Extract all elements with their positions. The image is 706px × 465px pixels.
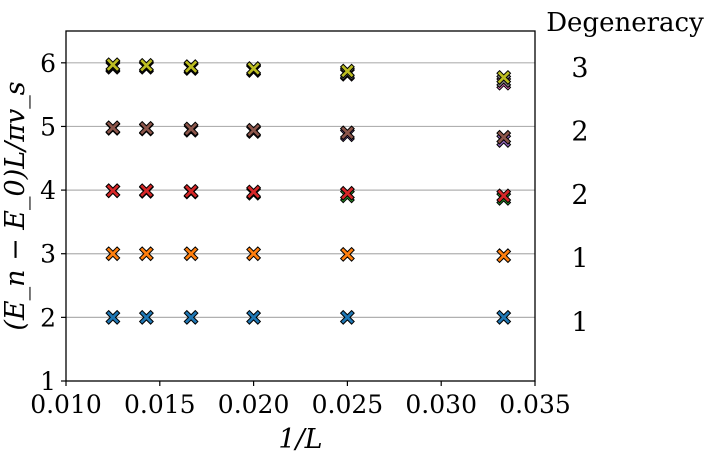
data-point-series-4 — [246, 184, 262, 200]
data-point-series-2 — [105, 246, 121, 262]
data-point-series-4 — [138, 183, 154, 199]
degeneracy-title: Degeneracy — [546, 8, 704, 38]
data-point-series-6 — [183, 121, 199, 137]
degeneracy-label: 3 — [571, 53, 588, 84]
data-point-series-4 — [496, 188, 512, 204]
data-point-series-1 — [183, 309, 199, 325]
data-point-series-4 — [339, 185, 355, 201]
degeneracy-label: 1 — [571, 307, 588, 338]
data-point-series-2 — [138, 246, 154, 262]
data-point-series-6 — [339, 125, 355, 141]
y-tick-label: 2 — [40, 303, 56, 332]
data-point-series-1 — [138, 309, 154, 325]
data-point-series-9 — [183, 59, 199, 75]
y-tick-label: 3 — [40, 240, 56, 269]
plot-frame — [65, 30, 536, 382]
data-point-series-2 — [339, 246, 355, 262]
x-tick-label: 0.030 — [405, 390, 477, 419]
x-axis-ticks: 0.010 0.015 0.020 0.025 0.030 0.035 — [30, 381, 571, 419]
y-axis-ticks: 1 2 3 4 5 6 — [40, 49, 66, 396]
data-point-series-1 — [105, 309, 121, 325]
degeneracy-label: 2 — [571, 180, 588, 211]
x-tick-label: 0.015 — [124, 390, 196, 419]
data-point-series-6 — [105, 120, 121, 136]
data-point-series-1 — [339, 309, 355, 325]
data-point-series-9 — [105, 57, 121, 73]
x-tick-label: 0.010 — [30, 390, 102, 419]
data-point-series-2 — [246, 246, 262, 262]
data-point-series-9 — [138, 57, 154, 73]
data-point-series-6 — [138, 120, 154, 136]
y-tick-label: 1 — [40, 367, 56, 396]
x-tick-label: 0.020 — [218, 390, 290, 419]
y-axis-label: (E_n − E_0)L/πv_s — [0, 81, 31, 330]
data-point-series-2 — [183, 246, 199, 262]
reference-lines — [66, 62, 535, 318]
data-point-series-6 — [246, 122, 262, 138]
x-tick-label: 0.035 — [499, 390, 571, 419]
y-tick-label: 5 — [40, 112, 56, 141]
data-markers — [105, 57, 512, 325]
data-point-series-9 — [246, 61, 262, 77]
data-point-series-9 — [496, 69, 512, 85]
data-point-series-1 — [246, 309, 262, 325]
data-point-series-1 — [496, 309, 512, 325]
data-point-series-4 — [183, 183, 199, 199]
data-point-series-2 — [496, 248, 512, 264]
x-axis-label: 1/L — [278, 424, 322, 455]
y-tick-label: 4 — [40, 176, 56, 205]
degeneracy-labels: 3 2 2 1 1 — [571, 53, 588, 339]
data-point-series-6 — [496, 129, 512, 145]
degeneracy-label: 1 — [571, 244, 588, 275]
degeneracy-label: 2 — [571, 116, 588, 147]
data-point-series-4 — [105, 183, 121, 199]
y-tick-label: 6 — [40, 49, 56, 78]
data-point-series-9 — [339, 63, 355, 79]
x-tick-label: 0.025 — [312, 390, 384, 419]
